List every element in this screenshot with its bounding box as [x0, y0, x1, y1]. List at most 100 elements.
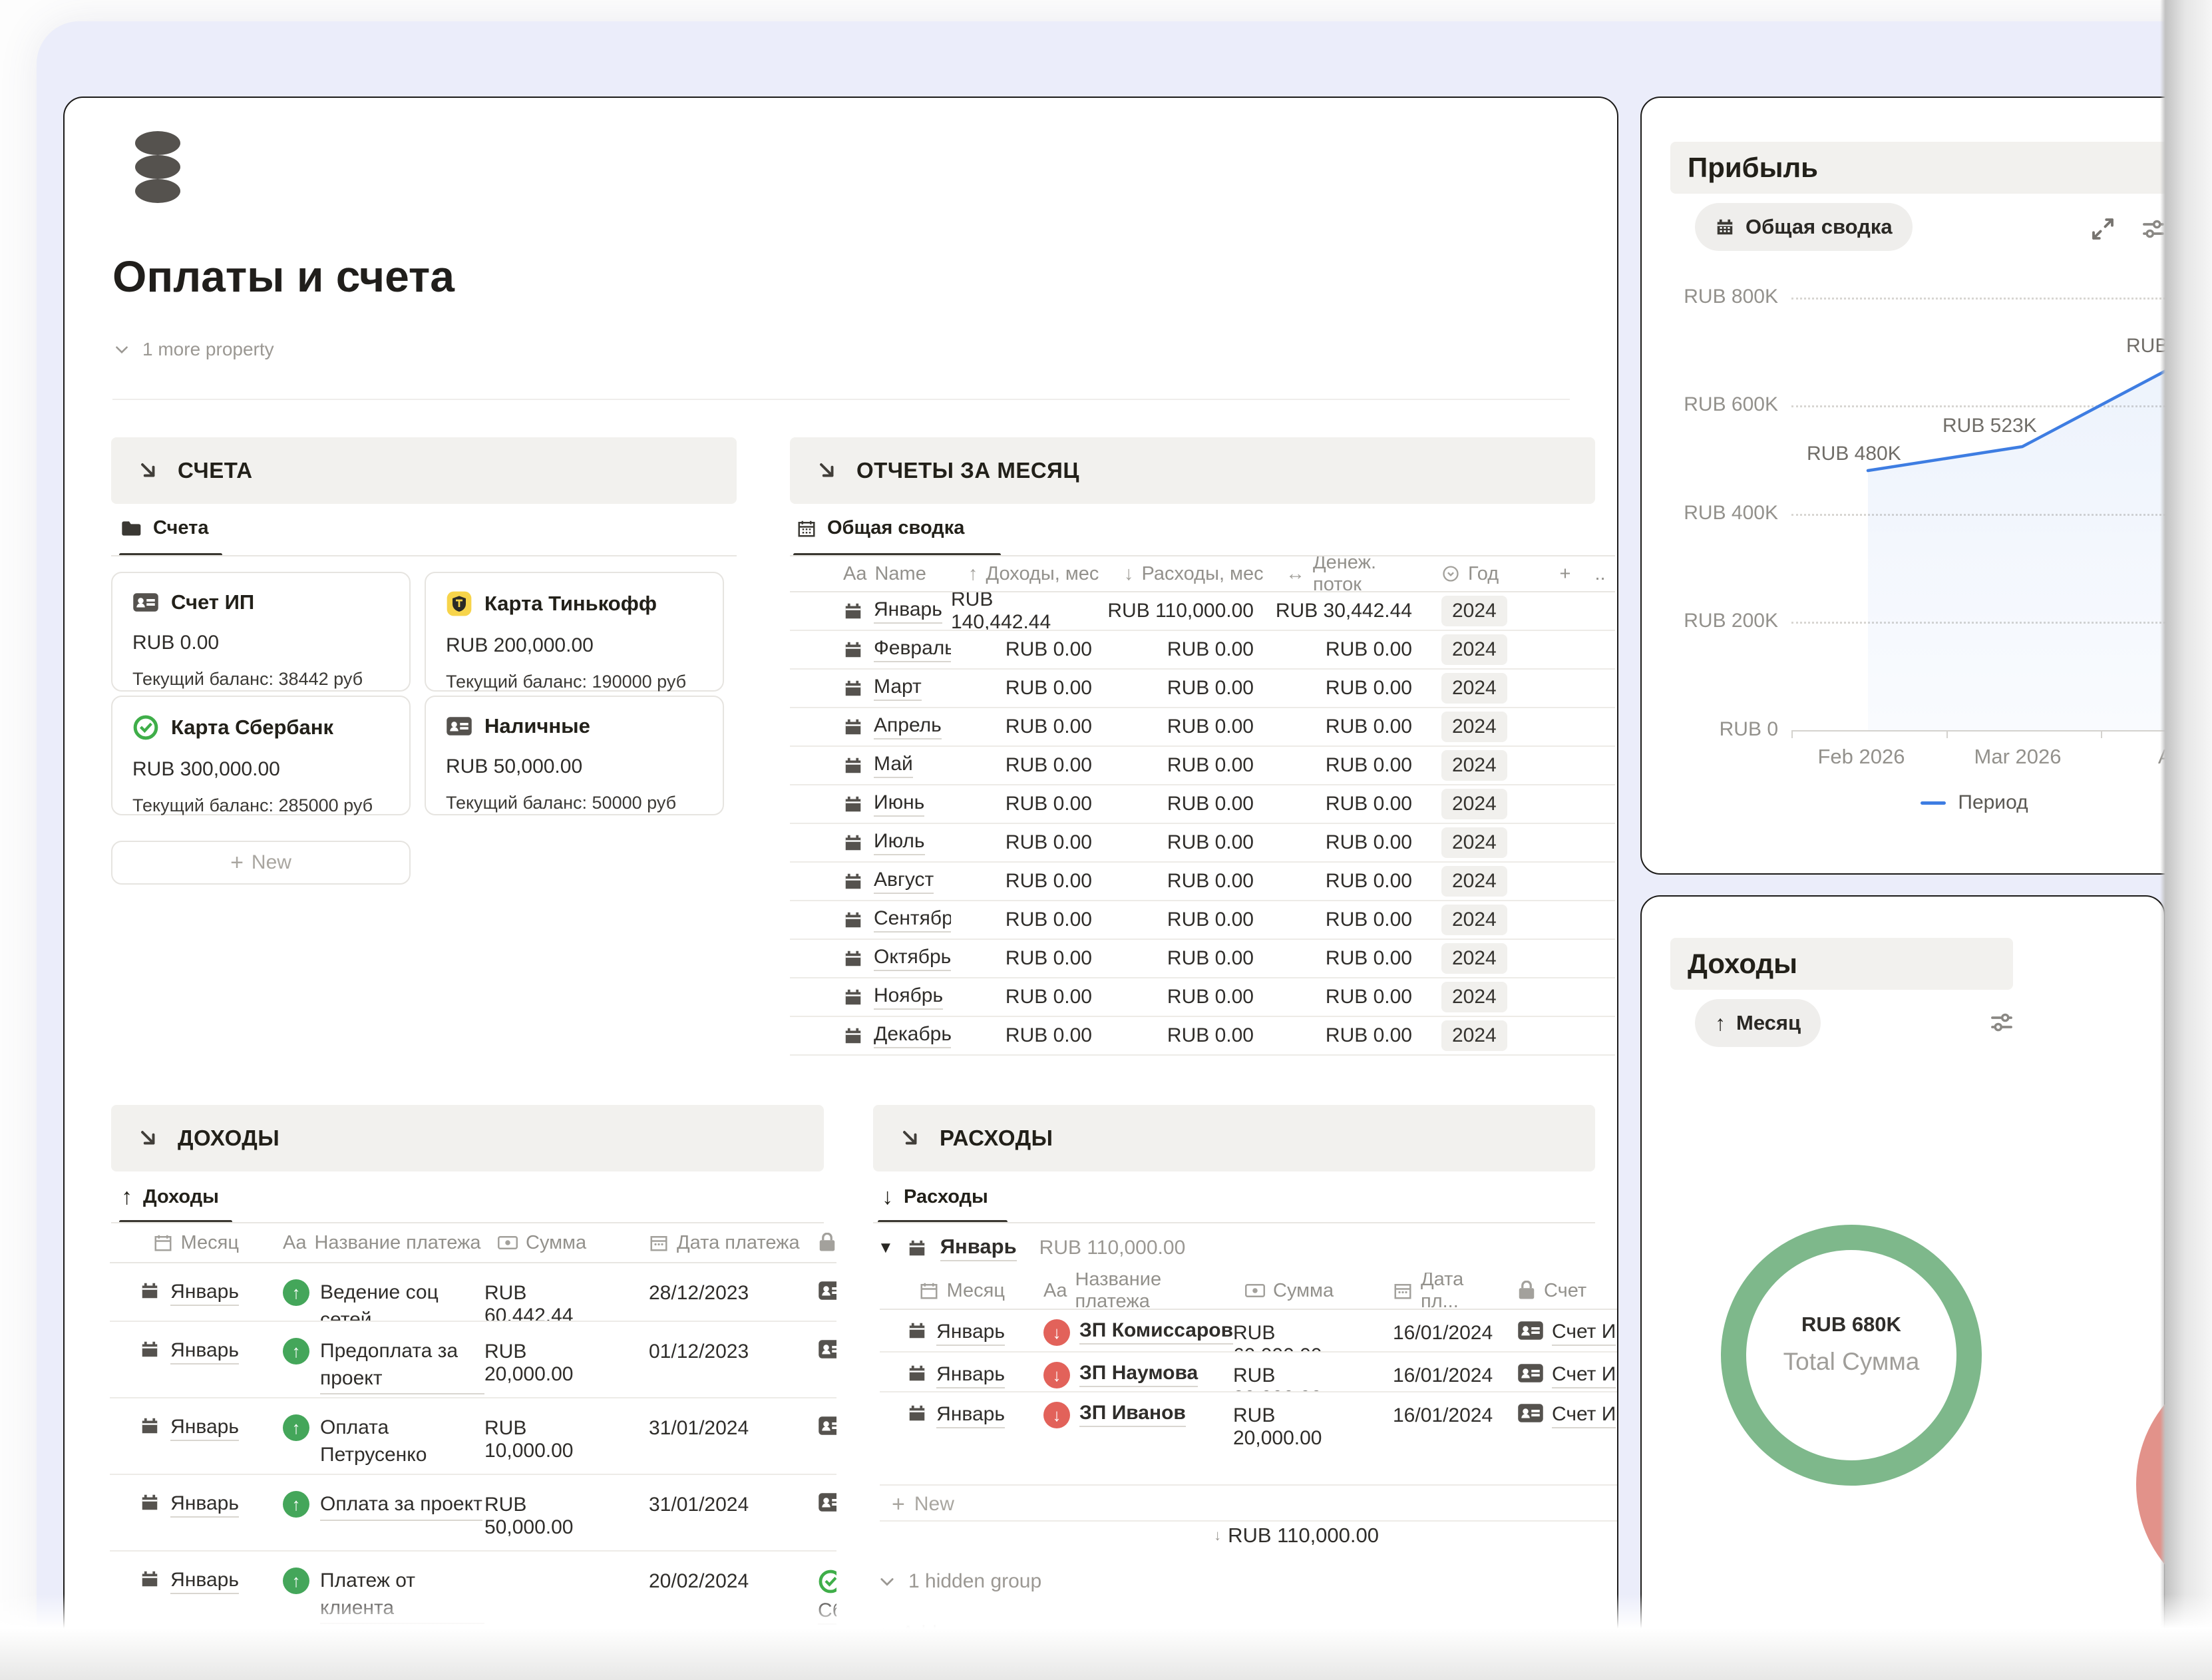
- income-cell[interactable]: RUB 0.00: [951, 631, 1107, 670]
- month-cell[interactable]: Июль: [790, 824, 951, 863]
- table-row[interactable]: Июль RUB 0.00 RUB 0.00 RUB 0.00 2024: [790, 824, 1615, 863]
- cashflow-cell[interactable]: RUB 0.00: [1268, 708, 1427, 747]
- expense-cell[interactable]: RUB 0.00: [1107, 708, 1268, 747]
- year-cell[interactable]: 2024: [1427, 747, 1545, 785]
- year-cell[interactable]: 2024: [1427, 785, 1545, 824]
- amount-cell[interactable]: RUB 10,000.00: [484, 1398, 636, 1475]
- date-cell[interactable]: 31/01/2024: [636, 1475, 801, 1552]
- table-row[interactable]: Декабрь RUB 0.00 RUB 0.00 RUB 0.00 2024: [790, 1017, 1615, 1056]
- cashflow-cell[interactable]: RUB 0.00: [1268, 940, 1427, 978]
- expense-group-header[interactable]: ▼ Январь RUB 110,000.00: [878, 1235, 1185, 1261]
- section-header-accounts[interactable]: СЧЕТА: [111, 437, 737, 504]
- expense-cell[interactable]: RUB 0.00: [1107, 901, 1268, 940]
- year-cell[interactable]: 2024: [1427, 901, 1545, 940]
- column-header-account[interactable]: [801, 1223, 836, 1263]
- cashflow-cell[interactable]: RUB 0.00: [1268, 785, 1427, 824]
- date-cell[interactable]: 16/01/2024: [1381, 1310, 1505, 1353]
- income-cell[interactable]: RUB 0.00: [951, 1017, 1107, 1056]
- cashflow-cell[interactable]: RUB 0.00: [1268, 747, 1427, 785]
- chart-settings-icon[interactable]: [2139, 215, 2167, 243]
- account-cell[interactable]: [801, 1322, 836, 1398]
- income-cell[interactable]: RUB 0.00: [951, 978, 1107, 1017]
- expense-cell[interactable]: RUB 0.00: [1107, 631, 1268, 670]
- month-cell[interactable]: Февраль: [790, 631, 951, 670]
- account-cell[interactable]: Счет И: [1505, 1353, 1617, 1392]
- expenses-sum-row[interactable]: ↓ RUB 110,000.00: [1214, 1524, 1379, 1547]
- tab-summary[interactable]: Общая сводка: [797, 517, 964, 539]
- date-cell[interactable]: 16/01/2024: [1381, 1353, 1505, 1392]
- column-header-name[interactable]: Aa Название платежа: [270, 1223, 484, 1263]
- year-cell[interactable]: 2024: [1427, 670, 1545, 708]
- year-cell[interactable]: 2024: [1427, 592, 1545, 631]
- cashflow-cell[interactable]: RUB 0.00: [1268, 670, 1427, 708]
- date-cell[interactable]: 16/01/2024: [1381, 1392, 1505, 1486]
- year-cell[interactable]: 2024: [1427, 978, 1545, 1017]
- amount-cell[interactable]: RUB 50,000.00: [484, 1475, 636, 1552]
- column-header-month[interactable]: Месяц: [110, 1223, 270, 1263]
- table-row[interactable]: Январь ↓ ЗП Комиссарова RUB 60,000.00 16…: [880, 1310, 1617, 1353]
- payment-name-cell[interactable]: ↓ ЗП Наумова: [1031, 1353, 1233, 1392]
- column-header-date[interactable]: Дата пл...: [1381, 1273, 1505, 1310]
- table-row[interactable]: Январь ↑ Оплата за проект RUB 50,000.00 …: [110, 1475, 836, 1552]
- month-cell[interactable]: Январь: [880, 1392, 1031, 1486]
- month-cell[interactable]: Март: [790, 670, 951, 708]
- tab-accounts[interactable]: Счета: [121, 517, 208, 539]
- month-cell[interactable]: Январь: [880, 1353, 1031, 1392]
- column-header-amount[interactable]: Сумма: [1233, 1273, 1381, 1310]
- month-cell[interactable]: Август: [790, 863, 951, 901]
- add-account-button[interactable]: + New: [111, 841, 411, 885]
- database-icon[interactable]: [124, 130, 191, 204]
- date-cell[interactable]: 31/01/2024: [636, 1398, 801, 1475]
- table-row[interactable]: Март RUB 0.00 RUB 0.00 RUB 0.00 2024: [790, 670, 1615, 708]
- amount-cell[interactable]: RUB 20,000.00: [1233, 1392, 1381, 1486]
- expense-cell[interactable]: RUB 110,000.00: [1107, 592, 1268, 631]
- income-cell[interactable]: RUB 0.00: [951, 940, 1107, 978]
- column-header-date[interactable]: Дата платежа: [636, 1223, 801, 1263]
- chart-legend[interactable]: Период: [1841, 791, 2108, 814]
- month-cell[interactable]: Декабрь: [790, 1017, 951, 1056]
- month-cell[interactable]: Январь: [110, 1475, 270, 1552]
- table-row[interactable]: Январь RUB 140,442.44 RUB 110,000.00 RUB…: [790, 592, 1615, 631]
- income-cell[interactable]: RUB 140,442.44: [951, 592, 1107, 631]
- account-card[interactable]: Карта Сбербанк RUB 300,000.00 Текущий бала…: [111, 696, 411, 815]
- table-row[interactable]: Январь ↓ ЗП Наумова RUB 30,000.00 16/01/…: [880, 1353, 1617, 1392]
- account-cell[interactable]: [801, 1398, 836, 1475]
- year-cell[interactable]: 2024: [1427, 631, 1545, 670]
- profit-source-chip[interactable]: Общая сводка: [1695, 203, 1913, 251]
- month-cell[interactable]: Январь: [110, 1552, 270, 1638]
- table-options-button[interactable]: ..: [1585, 556, 1615, 592]
- cashflow-cell[interactable]: RUB 0.00: [1268, 901, 1427, 940]
- table-row[interactable]: Январь ↓ ЗП Иванов RUB 20,000.00 16/01/2…: [880, 1392, 1617, 1486]
- account-card[interactable]: Наличные RUB 50,000.00 Текущий баланс: 500…: [425, 696, 724, 815]
- expense-cell[interactable]: RUB 0.00: [1107, 824, 1268, 863]
- month-cell[interactable]: Январь: [110, 1322, 270, 1398]
- expense-cell[interactable]: RUB 0.00: [1107, 670, 1268, 708]
- month-cell[interactable]: Январь: [110, 1263, 270, 1322]
- section-header-reports[interactable]: ОТЧЕТЫ ЗА МЕСЯЦ: [790, 437, 1595, 504]
- cashflow-cell[interactable]: RUB 0.00: [1268, 863, 1427, 901]
- tab-expenses[interactable]: ↓ Расходы: [882, 1184, 988, 1209]
- year-cell[interactable]: 2024: [1427, 708, 1545, 747]
- cashflow-cell[interactable]: RUB 0.00: [1268, 1017, 1427, 1056]
- table-row[interactable]: Май RUB 0.00 RUB 0.00 RUB 0.00 2024: [790, 747, 1615, 785]
- expense-cell[interactable]: RUB 0.00: [1107, 747, 1268, 785]
- column-header-amount[interactable]: Сумма: [484, 1223, 636, 1263]
- account-cell[interactable]: Счет И: [1505, 1310, 1617, 1353]
- amount-cell[interactable]: RUB 60,000.00: [1233, 1310, 1381, 1353]
- table-row[interactable]: Январь ↑ Оплата Петрусенко Денис RUB 10,…: [110, 1398, 836, 1475]
- column-header-month[interactable]: Месяц: [880, 1273, 1031, 1310]
- payment-name-cell[interactable]: ↑ Ведение соц сетей: [270, 1263, 484, 1322]
- table-row[interactable]: Август RUB 0.00 RUB 0.00 RUB 0.00 2024: [790, 863, 1615, 901]
- month-cell[interactable]: Апрель: [790, 708, 951, 747]
- month-cell[interactable]: Январь: [790, 592, 951, 631]
- table-row[interactable]: Апрель RUB 0.00 RUB 0.00 RUB 0.00 2024: [790, 708, 1615, 747]
- account-cell[interactable]: [801, 1475, 836, 1552]
- section-header-expenses[interactable]: РАСХОДЫ: [873, 1105, 1595, 1171]
- year-cell[interactable]: 2024: [1427, 1017, 1545, 1056]
- income-cell[interactable]: RUB 0.00: [951, 824, 1107, 863]
- cashflow-cell[interactable]: RUB 0.00: [1268, 978, 1427, 1017]
- table-row[interactable]: Ноябрь RUB 0.00 RUB 0.00 RUB 0.00 2024: [790, 978, 1615, 1017]
- month-cell[interactable]: Май: [790, 747, 951, 785]
- amount-cell[interactable]: RUB 30,000.00: [1233, 1353, 1381, 1392]
- payment-name-cell[interactable]: ↓ ЗП Иванов: [1031, 1392, 1233, 1486]
